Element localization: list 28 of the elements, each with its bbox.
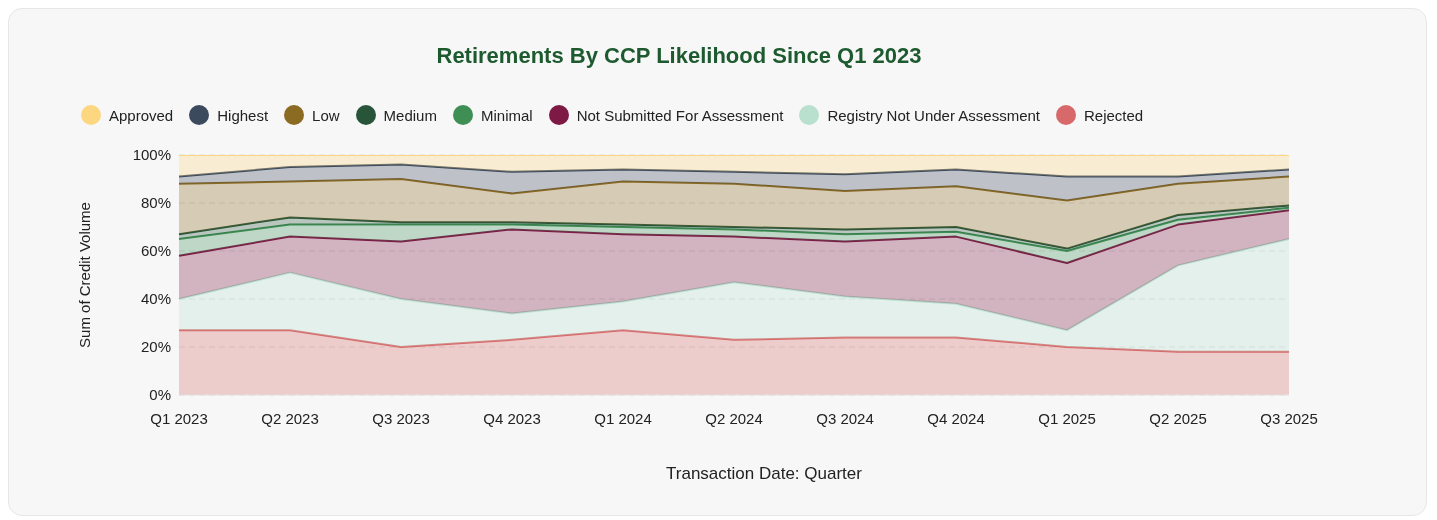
x-tick-label: Q2 2025 — [1149, 409, 1207, 427]
legend-label: Minimal — [480, 106, 533, 124]
x-tick-label: Q4 2023 — [483, 409, 541, 427]
y-tick-label: 100% — [132, 146, 171, 164]
y-tick-label: 20% — [140, 338, 171, 356]
x-tick-label: Q1 2023 — [150, 409, 208, 427]
y-tick-label: 60% — [140, 242, 171, 260]
x-axis-title: Transaction Date: Quarter — [665, 464, 863, 484]
x-tick-label: Q3 2024 — [816, 409, 874, 427]
legend-label: Low — [312, 106, 340, 124]
x-tick-label: Q4 2024 — [927, 409, 985, 427]
y-tick-label: 80% — [140, 194, 171, 212]
legend-label: Medium — [383, 106, 437, 124]
legend-label: Not Submitted For Assessment — [576, 106, 784, 124]
legend-label: Rejected — [1083, 106, 1144, 124]
legend-label: Highest — [217, 106, 269, 124]
y-tick-label: 40% — [140, 290, 171, 308]
y-axis-title: Sum of Credit Volume — [76, 202, 94, 348]
chart-title: Retirements By CCP Likelihood Since Q1 2023 — [435, 43, 923, 69]
x-tick-label: Q2 2023 — [261, 409, 319, 427]
x-tick-label: Q1 2024 — [594, 409, 652, 427]
y-tick-label: 0% — [149, 386, 171, 404]
legend-label: Approved — [109, 106, 174, 124]
x-tick-label: Q1 2025 — [1038, 409, 1096, 427]
legend-label: Registry Not Under Assessment — [827, 106, 1040, 124]
x-tick-label: Q2 2024 — [705, 409, 763, 427]
x-tick-label: Q3 2023 — [372, 409, 430, 427]
x-tick-label: Q3 2025 — [1260, 409, 1318, 427]
